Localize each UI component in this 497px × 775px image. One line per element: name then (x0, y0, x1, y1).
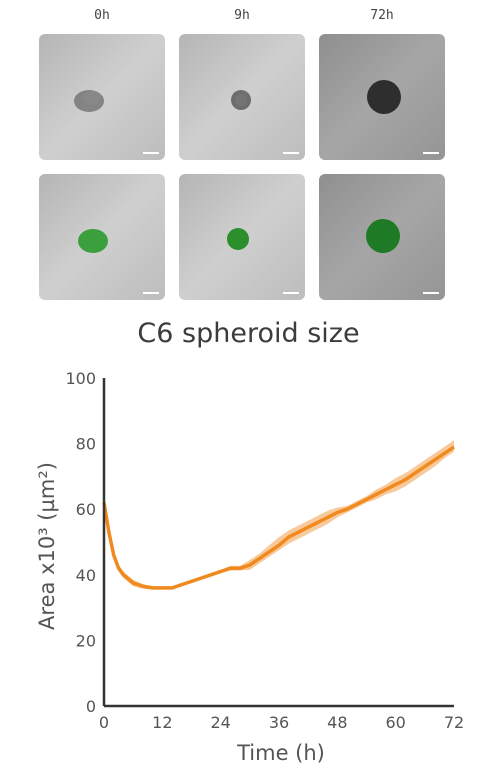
chart-title: C6 spheroid size (137, 318, 360, 349)
brightfield-image-72h (319, 34, 445, 160)
x-tick-label: 36 (269, 713, 289, 732)
timepoint-label-0h: 0h (94, 8, 110, 23)
x-tick-label: 12 (152, 713, 172, 732)
x-tick-label: 0 (99, 713, 109, 732)
timepoint-label-9h: 9h (234, 8, 250, 23)
brightfield-image-0h (39, 34, 165, 160)
timepoint-label-72h: 72h (370, 8, 394, 23)
x-tick-label: 60 (385, 713, 405, 732)
line-chart: 0 20 40 60 80 100 0 12 24 36 48 60 72 Time (h) Area … (35, 369, 464, 765)
y-tick-label: 100 (65, 369, 96, 388)
x-tick-label: 72 (444, 713, 464, 732)
y-axis-title: Area x10³ (µm²) (35, 462, 59, 630)
brightfield-image-9h (179, 34, 305, 160)
y-tick-label: 60 (76, 500, 96, 519)
fluorescence-image-9h (179, 174, 305, 300)
fluorescence-image-0h (39, 174, 165, 300)
y-tick-label: 40 (76, 566, 96, 585)
confidence-band (104, 440, 454, 590)
series-line (102, 445, 455, 590)
y-tick-label: 0 (86, 697, 96, 716)
x-tick-label: 24 (210, 713, 230, 732)
y-tick-label: 80 (76, 435, 96, 454)
fluorescence-image-72h (319, 174, 445, 300)
x-axis-title: Time (h) (236, 741, 325, 765)
y-tick-label: 20 (76, 631, 96, 650)
x-tick-label: 48 (327, 713, 347, 732)
